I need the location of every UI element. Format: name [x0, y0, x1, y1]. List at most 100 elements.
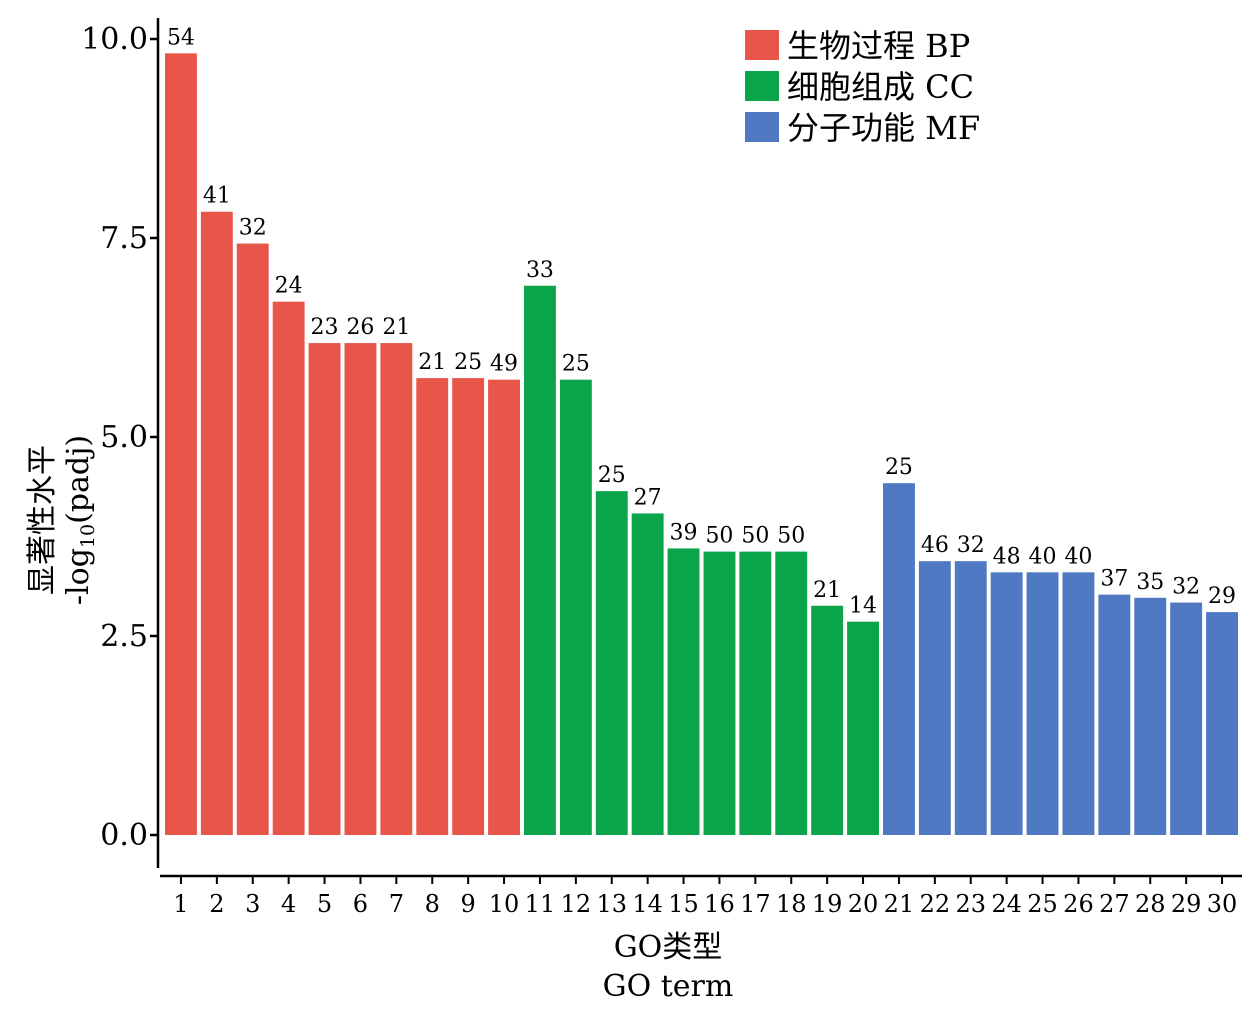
x-tick-label-25: 25 — [1027, 890, 1058, 918]
data-label-24: 48 — [993, 544, 1021, 569]
x-axis: 1 2 3 4 5 6 7 8 9 10 11 12 13 14 15 16 17 18 19 20 21 22 23 24 2… — [160, 874, 1242, 918]
data-label-13: 25 — [598, 463, 626, 488]
bar-2 — [200, 211, 233, 836]
data-label-16: 50 — [705, 524, 733, 549]
bar-26 — [1062, 572, 1095, 835]
x-tick-label-7: 7 — [389, 890, 404, 918]
data-labels-group: 54 41 32 24 23 26 21 21 25 49 33 25 25 27 39 50 50 50 21 14… — [167, 25, 1236, 618]
x-tick-label-3: 3 — [245, 890, 260, 918]
y-axis: 0.0 2.5 5.0 7.5 10.0 — [81, 18, 160, 868]
bar-30 — [1206, 612, 1238, 835]
x-tick-label-10: 10 — [489, 890, 520, 918]
y-tick-label: 10.0 — [81, 22, 148, 57]
data-label-15: 39 — [670, 520, 698, 545]
data-label-18: 50 — [777, 524, 805, 549]
data-label-1: 54 — [167, 25, 195, 50]
bar-16 — [703, 551, 736, 835]
bar-7 — [380, 343, 413, 835]
data-label-8: 21 — [418, 350, 446, 375]
data-label-29: 32 — [1172, 575, 1200, 600]
bar-23 — [954, 561, 987, 835]
legend-label-CC: 细胞组成 CC — [787, 68, 974, 106]
x-tick-label-28: 28 — [1135, 890, 1166, 918]
bar-18 — [775, 551, 808, 835]
bar-17 — [739, 551, 772, 835]
bar-13 — [595, 491, 628, 835]
data-label-2: 41 — [203, 184, 231, 209]
y-tick-label: 2.5 — [100, 619, 148, 654]
x-tick-label-13: 13 — [596, 890, 627, 918]
x-tick-label-9: 9 — [461, 890, 476, 918]
x-tick-label-19: 19 — [812, 890, 843, 918]
y-axis-title-subscript: 10 — [77, 524, 99, 548]
bar-3 — [236, 243, 269, 835]
legend-label-MF: 分子功能 MF — [787, 109, 980, 147]
bar-21 — [883, 483, 915, 835]
data-label-28: 35 — [1136, 570, 1164, 595]
bar-8 — [416, 378, 449, 835]
y-axis-title-line1: 显著性水平 — [25, 445, 60, 595]
x-tick-label-18: 18 — [776, 890, 807, 918]
data-label-5: 23 — [311, 315, 339, 340]
bar-22 — [918, 561, 951, 835]
data-label-21: 25 — [885, 455, 913, 480]
x-tick-label-21: 21 — [884, 890, 915, 918]
x-axis-title-line1: GO类型 — [614, 930, 723, 965]
bar-25 — [1026, 572, 1059, 835]
x-tick-label-30: 30 — [1207, 890, 1238, 918]
x-tick-label-2: 2 — [209, 890, 224, 918]
y-axis-title-suffix: (padj) — [61, 435, 96, 524]
y-tick-label: 0.0 — [100, 818, 148, 853]
x-tick-label-27: 27 — [1099, 890, 1130, 918]
x-tick-label-16: 16 — [704, 890, 735, 918]
x-tick-label-15: 15 — [668, 890, 699, 918]
x-axis-title-line2: GO term — [603, 969, 734, 1004]
data-label-9: 25 — [454, 350, 482, 375]
x-tick-label-1: 1 — [173, 890, 188, 918]
x-tick-label-5: 5 — [317, 890, 332, 918]
bar-14 — [631, 513, 664, 835]
x-tick-label-17: 17 — [740, 890, 771, 918]
bar-29 — [1170, 602, 1203, 835]
data-label-22: 46 — [921, 533, 949, 558]
data-label-3: 32 — [239, 216, 267, 241]
data-label-14: 27 — [634, 485, 662, 510]
data-label-27: 37 — [1100, 567, 1128, 592]
bar-11 — [524, 285, 556, 835]
data-label-10: 49 — [490, 352, 518, 377]
x-tick-label-8: 8 — [425, 890, 440, 918]
data-label-23: 32 — [957, 533, 985, 558]
data-label-19: 21 — [813, 578, 841, 603]
x-tick-label-12: 12 — [561, 890, 592, 918]
bar-15 — [667, 548, 700, 835]
legend-label-BP: 生物过程 BP — [787, 27, 970, 65]
bars-group — [165, 53, 1238, 836]
data-label-4: 24 — [275, 274, 303, 299]
bar-12 — [559, 379, 592, 835]
data-label-11: 33 — [526, 258, 554, 283]
bar-9 — [452, 378, 485, 835]
x-tick-label-26: 26 — [1063, 890, 1094, 918]
data-label-6: 26 — [346, 315, 374, 340]
data-label-17: 50 — [741, 524, 769, 549]
y-axis-title-line2: -log10(padj) — [61, 435, 99, 605]
bar-27 — [1098, 594, 1131, 835]
y-axis-title-prefix: -log — [61, 548, 96, 605]
x-tick-label-20: 20 — [848, 890, 879, 918]
x-tick-label-6: 6 — [353, 890, 368, 918]
x-tick-label-24: 24 — [991, 890, 1022, 918]
x-tick-label-22: 22 — [920, 890, 951, 918]
legend-swatch-CC — [745, 71, 779, 101]
x-tick-label-14: 14 — [632, 890, 663, 918]
bar-1 — [165, 53, 197, 835]
data-label-30: 29 — [1208, 584, 1236, 609]
y-tick-label: 7.5 — [100, 221, 148, 256]
bar-28 — [1134, 597, 1167, 835]
bar-5 — [308, 343, 341, 835]
bar-24 — [990, 572, 1023, 835]
y-tick-label: 5.0 — [100, 420, 148, 455]
data-label-26: 40 — [1064, 544, 1092, 569]
x-tick-label-11: 11 — [525, 890, 556, 918]
